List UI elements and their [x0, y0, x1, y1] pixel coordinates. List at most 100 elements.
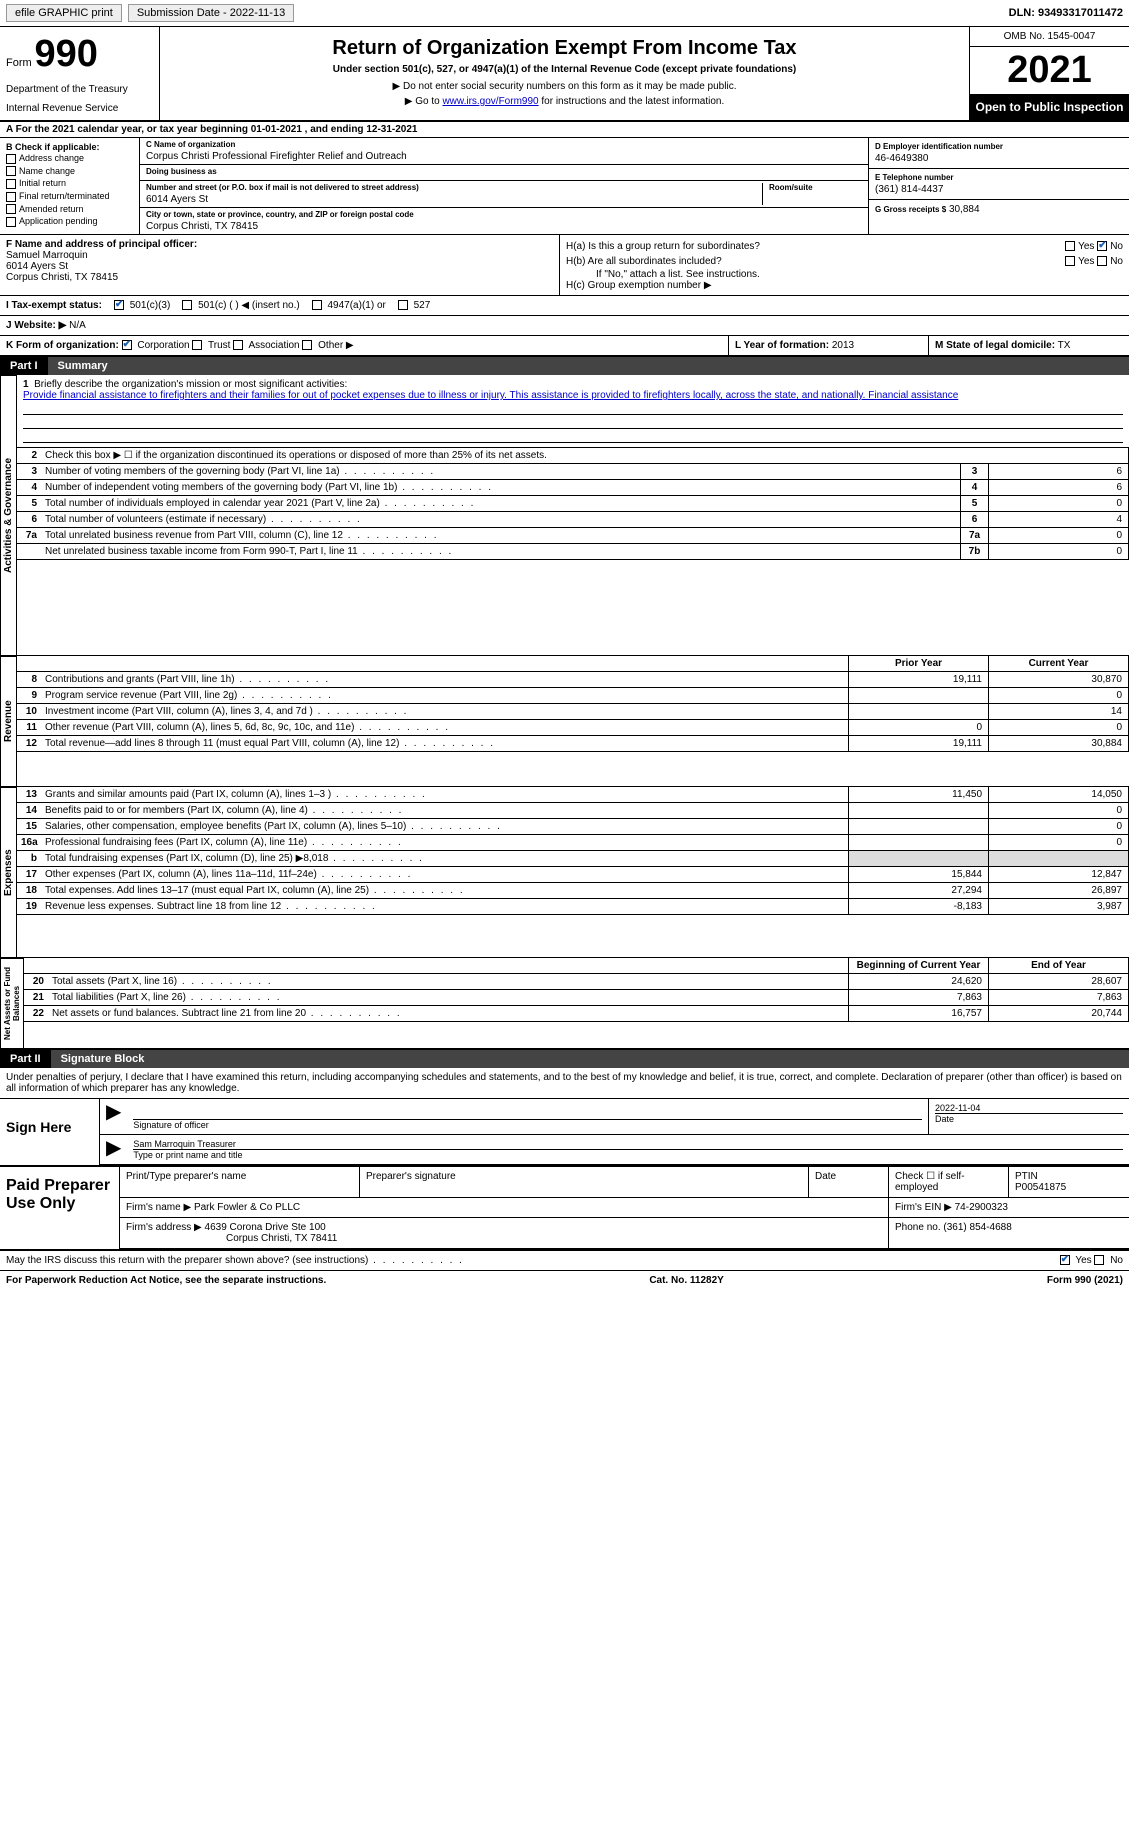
hb-label: H(b) Are all subordinates included?: [566, 256, 722, 267]
prior-year-header: Prior Year: [848, 656, 988, 671]
f-label: F Name and address of principal officer:: [6, 239, 553, 250]
col-f-officer: F Name and address of principal officer:…: [0, 235, 560, 295]
summary-line-5: 5Total number of individuals employed in…: [17, 496, 1129, 512]
summary-line-4: 4Number of independent voting members of…: [17, 480, 1129, 496]
tax-year: 2021: [970, 47, 1129, 94]
gross-receipts-value: 30,884: [949, 202, 980, 215]
efile-print-button[interactable]: efile GRAPHIC print: [6, 4, 122, 22]
summary-line-: Net unrelated business taxable income fr…: [17, 544, 1129, 560]
hb-yes[interactable]: [1065, 256, 1075, 266]
ha-no[interactable]: [1097, 241, 1107, 251]
street-address: 6014 Ayers St: [146, 192, 762, 205]
hb-note: If "No," attach a list. See instructions…: [566, 269, 1123, 280]
sign-here-label: Sign Here: [0, 1099, 100, 1165]
chk-corporation[interactable]: [122, 340, 132, 350]
website-value: N/A: [69, 320, 86, 331]
current-year-header: Current Year: [988, 656, 1128, 671]
e-tel-label: E Telephone number: [875, 173, 1123, 182]
chk-trust[interactable]: [192, 340, 202, 350]
ptin-value: P00541875: [1015, 1182, 1123, 1193]
vtab-activities: Activities & Governance: [0, 375, 17, 655]
hb-no[interactable]: [1097, 256, 1107, 266]
firm-ein-label: Firm's EIN ▶: [895, 1202, 952, 1213]
section-fh: F Name and address of principal officer:…: [0, 235, 1129, 296]
top-bar: efile GRAPHIC print Submission Date - 20…: [0, 0, 1129, 27]
prep-name-label: Print/Type preparer's name: [120, 1167, 360, 1197]
dba-value: [146, 176, 862, 178]
summary-line-3: 3Number of voting members of the governi…: [17, 464, 1129, 480]
dln-label: DLN: 93493317011472: [1009, 7, 1123, 19]
discuss-no[interactable]: [1094, 1255, 1104, 1265]
summary-line-18: 18Total expenses. Add lines 13–17 (must …: [17, 883, 1129, 899]
dept-treasury: Department of the Treasury: [6, 84, 153, 95]
chk-final-return[interactable]: Final return/terminated: [6, 190, 133, 203]
submission-date-button[interactable]: Submission Date - 2022-11-13: [128, 4, 294, 22]
chk-501c[interactable]: [182, 300, 192, 310]
chk-name-change[interactable]: Name change: [6, 165, 133, 178]
summary-line-13: 13Grants and similar amounts paid (Part …: [17, 787, 1129, 803]
firm-addr1-value: 4639 Corona Drive Ste 100: [205, 1222, 326, 1233]
ha-yes[interactable]: [1065, 241, 1075, 251]
header-left: Form 990 Department of the Treasury Inte…: [0, 27, 160, 120]
chk-address-change[interactable]: Address change: [6, 152, 133, 165]
discuss-yes[interactable]: [1060, 1255, 1070, 1265]
summary-line-6: 6Total number of volunteers (estimate if…: [17, 512, 1129, 528]
officer-addr2: Corpus Christi, TX 78415: [6, 272, 553, 283]
summary-line-b: bTotal fundraising expenses (Part IX, co…: [17, 851, 1129, 867]
section-bcd: B Check if applicable: Address change Na…: [0, 138, 1129, 235]
sign-here-block: Sign Here ▶ Signature of officer 2022-11…: [0, 1099, 1129, 1167]
vtab-expenses: Expenses: [0, 787, 17, 957]
ptin-label: PTIN: [1015, 1171, 1123, 1182]
chk-other[interactable]: [302, 340, 312, 350]
officer-name: Samuel Marroquin: [6, 250, 553, 261]
net-header-row: Beginning of Current Year End of Year: [24, 958, 1129, 974]
chk-4947[interactable]: [312, 300, 322, 310]
summary-line-12: 12Total revenue—add lines 8 through 11 (…: [17, 736, 1129, 752]
sig-name-label: Type or print name and title: [133, 1149, 1123, 1160]
officer-addr1: 6014 Ayers St: [6, 261, 553, 272]
row-klm: K Form of organization: Corporation Trus…: [0, 336, 1129, 357]
summary-line-17: 17Other expenses (Part IX, column (A), l…: [17, 867, 1129, 883]
open-to-public: Open to Public Inspection: [970, 94, 1129, 120]
part-1-header: Part I Summary: [0, 357, 1129, 375]
summary-line-7a: 7aTotal unrelated business revenue from …: [17, 528, 1129, 544]
part-1-title: Summary: [48, 357, 1129, 375]
paid-preparer-label: Paid Preparer Use Only: [0, 1167, 120, 1249]
chk-501c3[interactable]: [114, 300, 124, 310]
chk-association[interactable]: [233, 340, 243, 350]
chk-initial-return[interactable]: Initial return: [6, 177, 133, 190]
cat-number: Cat. No. 11282Y: [649, 1275, 723, 1286]
form-title: Return of Organization Exempt From Incom…: [166, 33, 963, 60]
col-h-group: H(a) Is this a group return for subordin…: [560, 235, 1129, 295]
summary-line-9: 9Program service revenue (Part VIII, lin…: [17, 688, 1129, 704]
mission-text: Provide financial assistance to firefigh…: [23, 390, 958, 401]
summary-line-22: 22Net assets or fund balances. Subtract …: [24, 1006, 1129, 1022]
end-year-header: End of Year: [988, 958, 1128, 973]
row-a-calendar: A For the 2021 calendar year, or tax yea…: [0, 122, 1129, 138]
row-j-website: J Website: ▶ N/A: [0, 316, 1129, 336]
d-ein-label: D Employer identification number: [875, 142, 1123, 151]
footer-bar: For Paperwork Reduction Act Notice, see …: [0, 1271, 1129, 1290]
firm-name-value: Park Fowler & Co PLLC: [194, 1202, 300, 1213]
chk-amended-return[interactable]: Amended return: [6, 203, 133, 216]
org-name: Corpus Christi Professional Firefighter …: [146, 149, 862, 162]
firm-ein-value: 74-2900323: [955, 1202, 1008, 1213]
ein-value: 46-4649380: [875, 151, 1123, 164]
sig-name-value: Sam Marroquin Treasurer: [133, 1139, 1123, 1149]
col-c-org: C Name of organization Corpus Christi Pr…: [140, 138, 869, 234]
prep-date-label: Date: [809, 1167, 889, 1197]
c-addr-label: Number and street (or P.O. box if mail i…: [146, 183, 762, 192]
line-1-brief: 1 Briefly describe the organization's mi…: [17, 375, 1129, 448]
b-header: B Check if applicable:: [6, 142, 133, 152]
g-gross-label: G Gross receipts $: [875, 205, 946, 214]
irs-link[interactable]: www.irs.gov/Form990: [442, 96, 538, 107]
sig-arrow-1: ▶: [100, 1099, 127, 1134]
chk-527[interactable]: [398, 300, 408, 310]
ha-label: H(a) Is this a group return for subordin…: [566, 241, 760, 252]
vtab-netassets: Net Assets or Fund Balances: [0, 958, 24, 1048]
chk-application-pending[interactable]: Application pending: [6, 215, 133, 228]
row-i-tax-status: I Tax-exempt status: 501(c)(3) 501(c) ( …: [0, 296, 1129, 316]
firm-name-label: Firm's name ▶: [126, 1202, 191, 1213]
summary-line-11: 11Other revenue (Part VIII, column (A), …: [17, 720, 1129, 736]
sig-arrow-2: ▶: [100, 1135, 127, 1164]
